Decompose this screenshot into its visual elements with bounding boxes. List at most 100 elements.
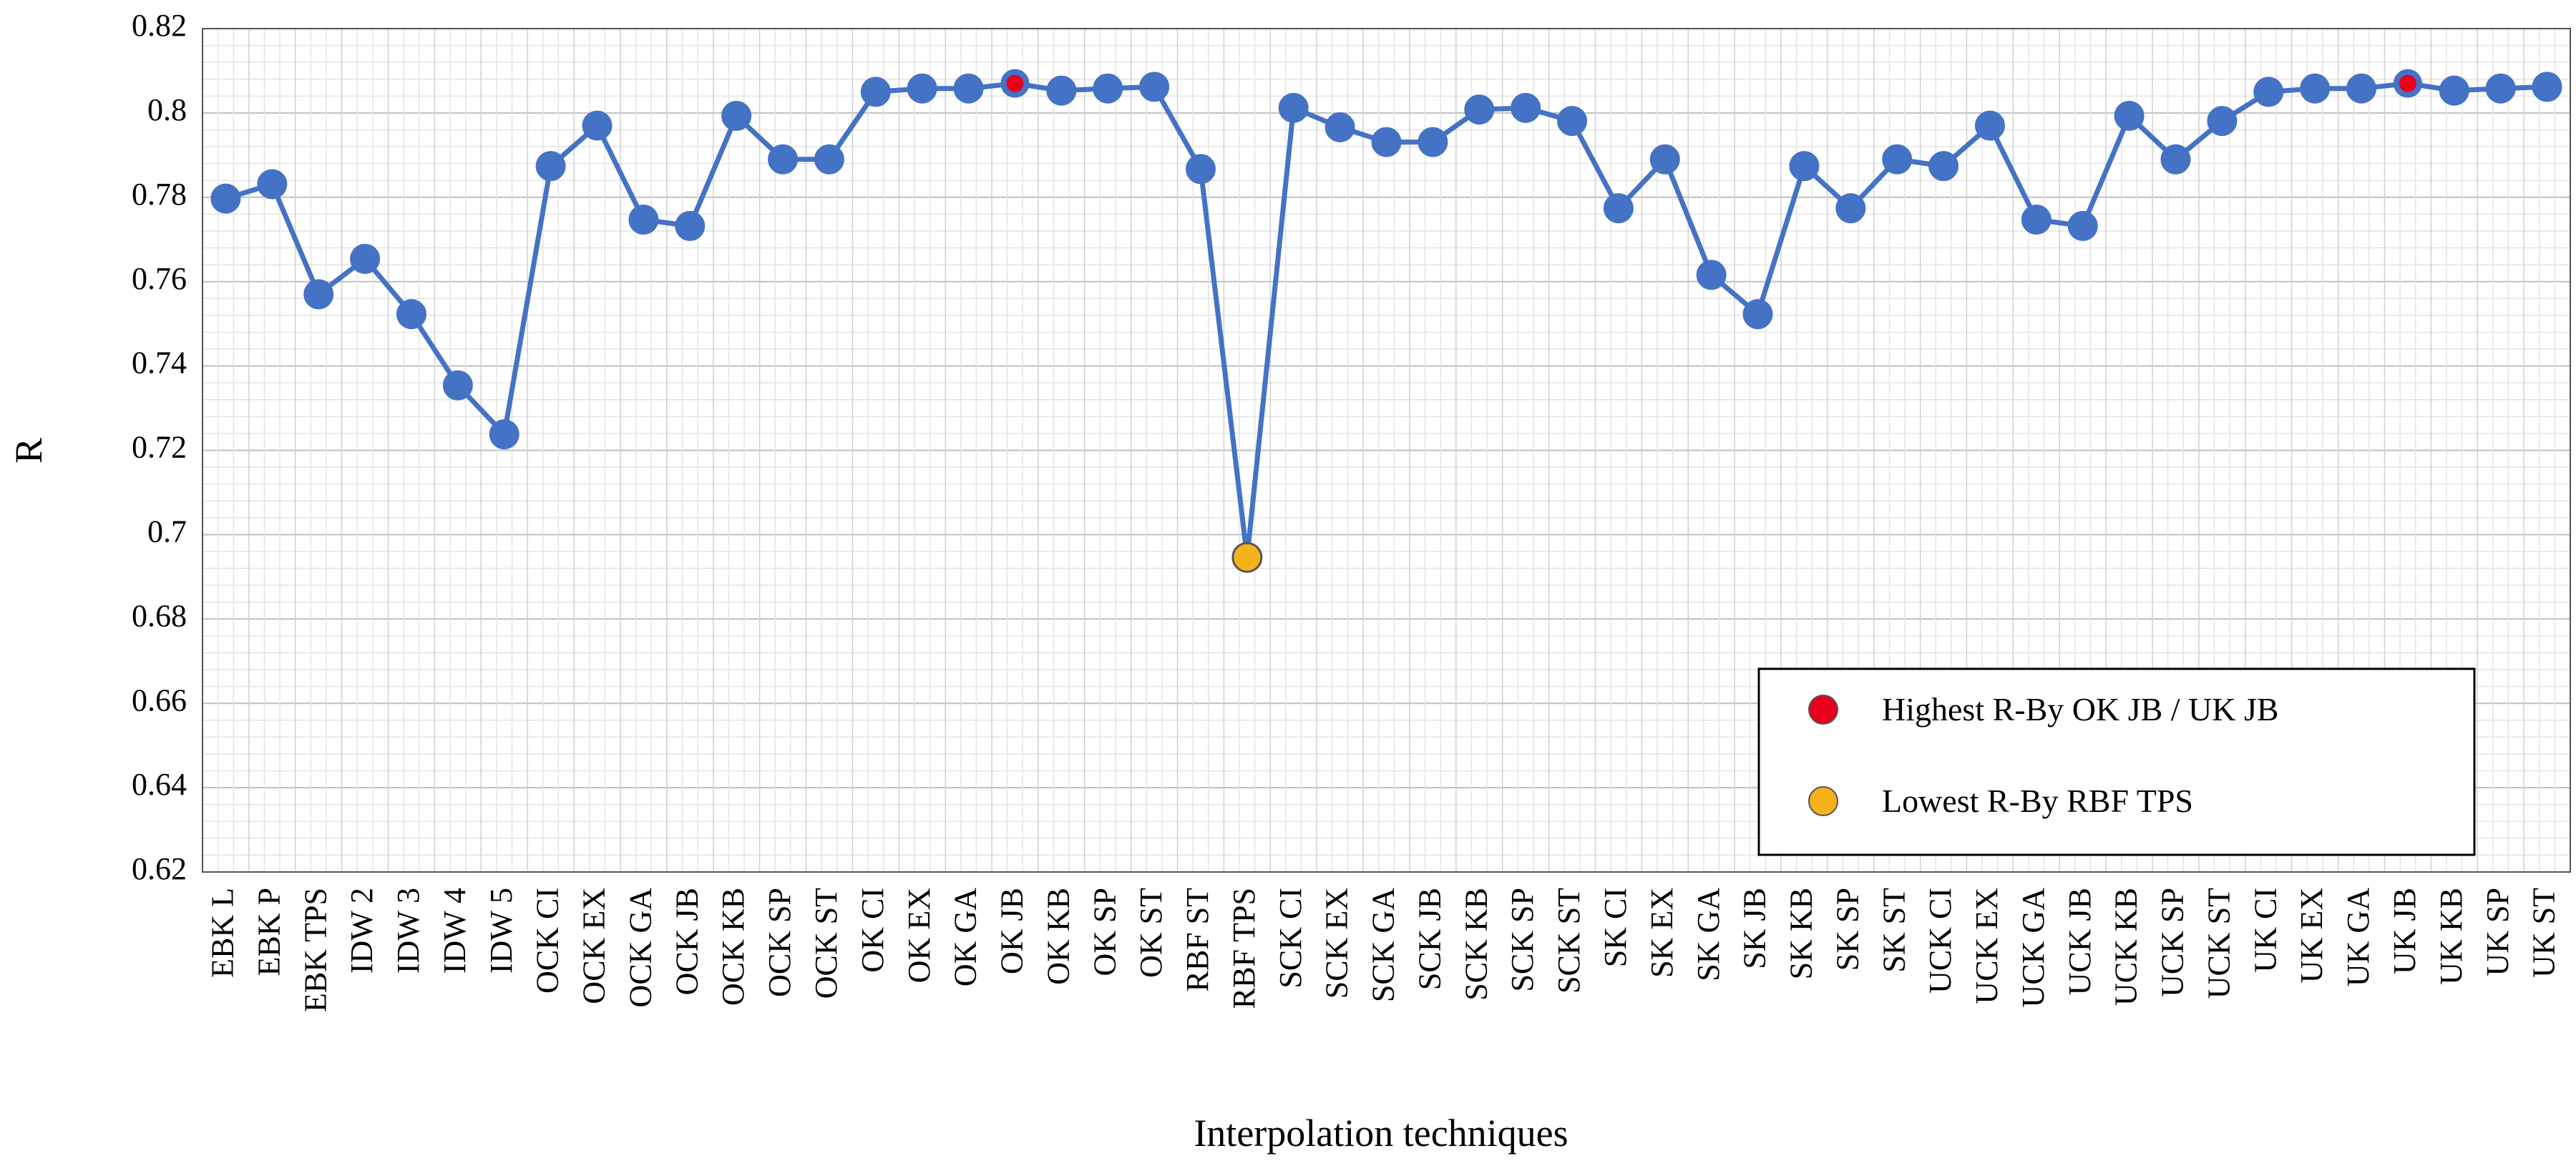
- y-axis-ticks: 0.62 0.64 0.66 0.68 0.7 0.72 0.74 0.76 0.78 0.8 0.…: [132, 8, 187, 886]
- x-tick-label: SK GA: [1691, 888, 1726, 981]
- data-point: [1046, 75, 1077, 106]
- data-point-highest: [2393, 69, 2422, 98]
- y-axis-title: R: [7, 438, 50, 464]
- y-tick-label: 0.8: [147, 92, 187, 127]
- y-tick-label: 0.72: [132, 430, 187, 465]
- x-tick-label: IDW 3: [391, 888, 426, 974]
- data-point: [907, 73, 937, 104]
- y-tick-label: 0.74: [132, 346, 187, 381]
- data-point: [2300, 73, 2331, 104]
- x-tick-label: OCK ST: [809, 888, 844, 999]
- data-point: [535, 151, 566, 182]
- x-tick-label: SCK ST: [1551, 888, 1586, 994]
- x-tick-label: RBF TPS: [1226, 888, 1262, 1009]
- x-tick-label: OCK CI: [530, 888, 565, 994]
- y-tick-label: 0.78: [132, 177, 187, 212]
- x-tick-label: UCK ST: [2201, 888, 2236, 999]
- y-tick-label: 0.82: [132, 8, 187, 43]
- x-tick-label: OCK GA: [623, 888, 658, 1008]
- data-point: [1974, 110, 2005, 141]
- x-axis-title: Interpolation techniques: [1194, 1112, 1568, 1155]
- data-point: [1649, 144, 1680, 175]
- data-point: [1278, 92, 1309, 123]
- x-tick-label: OCK SP: [762, 888, 797, 997]
- x-tick-label: UK ST: [2527, 888, 2562, 978]
- data-point: [953, 73, 984, 104]
- x-tick-label: UK GA: [2341, 888, 2376, 986]
- legend-label-highest: Highest R-By OK JB / UK JB: [1882, 691, 2279, 727]
- data-point: [350, 243, 381, 274]
- data-point: [442, 370, 473, 401]
- data-point: [814, 144, 844, 175]
- x-tick-label: SCK GA: [1366, 888, 1401, 1002]
- y-tick-label: 0.7: [147, 514, 187, 549]
- y-tick-label: 0.62: [132, 851, 187, 886]
- x-tick-label: SK KB: [1784, 888, 1819, 979]
- data-point: [1418, 127, 1448, 157]
- data-point: [396, 299, 426, 330]
- x-tick-label: UK KB: [2434, 888, 2469, 985]
- x-tick-label: UCK JB: [2062, 888, 2097, 995]
- data-point-highest: [1000, 69, 1030, 98]
- x-tick-label: SK CI: [1598, 888, 1633, 967]
- data-point: [2114, 101, 2145, 132]
- y-tick-label: 0.64: [132, 767, 187, 802]
- data-point: [2346, 73, 2377, 104]
- x-tick-label: OCK EX: [577, 888, 612, 1004]
- x-tick-label: SCK EX: [1319, 888, 1355, 999]
- x-tick-label: SK EX: [1644, 888, 1679, 978]
- data-point: [1511, 92, 1541, 123]
- x-tick-label: UCK SP: [2155, 888, 2190, 997]
- data-point: [675, 210, 706, 241]
- x-tick-label: IDW 5: [484, 888, 519, 974]
- x-tick-label: SCK KB: [1458, 888, 1493, 1001]
- legend-box: [1757, 667, 2476, 856]
- data-point: [1835, 193, 1866, 224]
- data-point: [1789, 151, 1820, 182]
- data-point: [721, 101, 752, 132]
- x-tick-label: OK SP: [1087, 888, 1122, 976]
- x-tick-label: UCK GA: [2016, 888, 2051, 1008]
- data-point: [860, 77, 891, 107]
- data-point: [2207, 106, 2238, 137]
- data-point: [2067, 210, 2098, 241]
- x-tick-label: UK JB: [2387, 888, 2422, 974]
- x-tick-label: OCK JB: [669, 888, 704, 995]
- data-point: [582, 110, 613, 141]
- data-point: [1324, 112, 1355, 142]
- x-tick-label: IDW 2: [344, 888, 379, 974]
- legend-marker-lowest: [1808, 786, 1838, 816]
- data-point: [489, 419, 519, 450]
- x-tick-label: UCK KB: [2109, 888, 2144, 1006]
- x-tick-label: OCK KB: [716, 888, 751, 1006]
- data-point: [2160, 144, 2191, 175]
- data-point: [303, 279, 334, 310]
- x-tick-label: EBK P: [251, 888, 286, 976]
- data-point: [1139, 72, 1170, 102]
- legend-marker-highest: [1808, 695, 1838, 725]
- data-point: [1557, 106, 1588, 137]
- data-point: [628, 205, 659, 235]
- data-point: [1603, 193, 1634, 224]
- x-tick-label: SK ST: [1876, 888, 1911, 973]
- x-tick-label: UCK EX: [1969, 888, 2004, 1004]
- x-tick-label: UK CI: [2248, 888, 2283, 973]
- y-tick-label: 0.76: [132, 261, 187, 296]
- plot-area-border: [202, 28, 2571, 873]
- x-tick-label: SCK CI: [1273, 888, 1308, 989]
- data-point: [2439, 75, 2469, 106]
- legend-label-lowest: Lowest R-By RBF TPS: [1882, 783, 2193, 819]
- data-point: [210, 183, 241, 214]
- x-tick-label: OK GA: [948, 888, 983, 986]
- y-tick-label: 0.66: [132, 682, 187, 717]
- x-tick-label: UK SP: [2480, 888, 2515, 976]
- data-point: [2253, 77, 2284, 107]
- x-tick-label: OK KB: [1040, 888, 1075, 985]
- data-point: [2021, 205, 2051, 235]
- x-tick-label: OK JB: [995, 888, 1030, 974]
- data-point: [1185, 154, 1216, 185]
- x-tick-label: OK ST: [1133, 888, 1169, 978]
- x-tick-label: SK JB: [1737, 888, 1772, 969]
- data-point: [2485, 73, 2516, 104]
